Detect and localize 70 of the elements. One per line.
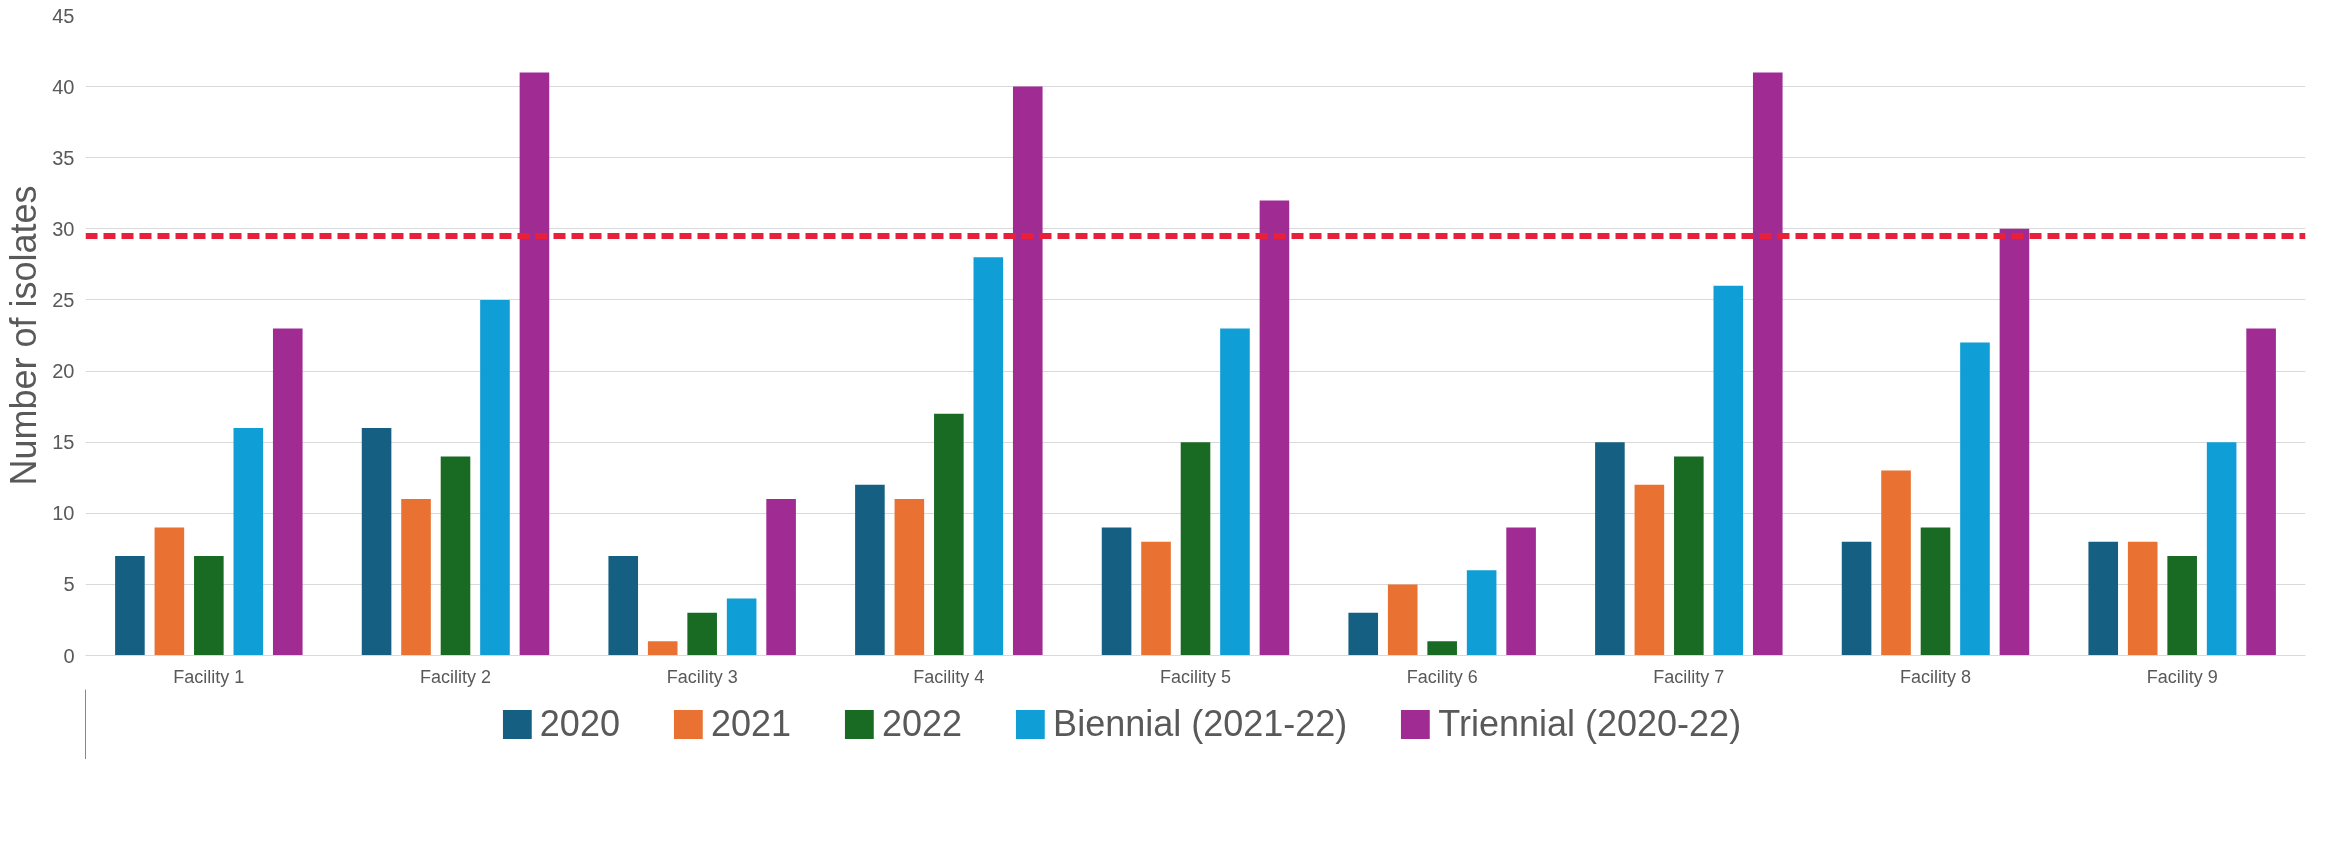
bar [1713, 285, 1744, 656]
legend-label: Triennial (2020-22) [1438, 703, 1742, 745]
legend-label: 2020 [539, 703, 620, 745]
x-tick-label: Facility 2 [419, 666, 492, 687]
legend-label: 2022 [882, 703, 963, 745]
bar [1674, 456, 1704, 656]
bar [1595, 442, 1625, 656]
bar [1634, 484, 1665, 656]
bar [1506, 527, 1536, 656]
x-tick-label: Facility 9 [2146, 666, 2218, 687]
bar [1220, 328, 1250, 656]
x-tick-label: Facility 4 [913, 666, 985, 687]
bar [1012, 86, 1043, 656]
y-tick-label: 5 [63, 573, 75, 596]
bar [115, 555, 145, 656]
bar [361, 427, 392, 656]
bar [1259, 200, 1290, 656]
x-tick-label: Facility 3 [666, 666, 738, 687]
y-tick-label: 20 [52, 360, 75, 383]
legend-label: Biennial (2021-22) [1053, 703, 1348, 745]
x-tick-label: Facility 1 [173, 666, 245, 687]
y-tick-label: 15 [52, 431, 75, 454]
bar [519, 72, 550, 656]
bar [934, 413, 964, 656]
bar [608, 555, 639, 656]
bar [973, 257, 1004, 656]
legend-label: 2021 [710, 703, 792, 745]
y-tick-label: 30 [52, 217, 75, 240]
bar [766, 499, 796, 656]
x-tick-label: Facility 6 [1406, 666, 1478, 687]
x-tick-label: Facility 8 [1899, 666, 1972, 687]
y-tick-label: 35 [52, 146, 75, 169]
bar [2206, 442, 2237, 656]
bar [1180, 442, 1211, 656]
bar [2246, 328, 2276, 656]
y-tick-label: 0 [63, 644, 75, 667]
bar [1841, 541, 1872, 656]
y-tick-label: 25 [52, 288, 75, 311]
y-axis-title: Number of isolates [3, 185, 45, 486]
bar [1387, 584, 1418, 656]
bar [894, 499, 925, 656]
bar [480, 299, 510, 656]
bar [1427, 641, 1457, 656]
bar [2088, 541, 2119, 656]
bar [1348, 612, 1379, 656]
bar [1101, 527, 1132, 656]
x-tick-label: Facility 5 [1159, 666, 1232, 687]
bar [726, 598, 757, 656]
bar [687, 612, 717, 656]
bar [401, 499, 431, 656]
y-tick-label: 10 [52, 502, 75, 525]
bar [1881, 470, 1911, 656]
bar [194, 555, 224, 656]
bar [233, 427, 264, 656]
bar [154, 527, 185, 656]
bar [1752, 72, 1783, 656]
bar [440, 456, 471, 656]
bar [2167, 555, 2197, 656]
bar [647, 641, 678, 656]
y-tick-label: 40 [52, 75, 75, 98]
bar [1141, 541, 1171, 656]
bar [1466, 570, 1497, 656]
x-tick-label: Facility 7 [1653, 666, 1725, 687]
bar [1960, 342, 1990, 656]
bar [1920, 527, 1951, 656]
bar [855, 484, 885, 656]
y-tick-label: 45 [52, 4, 75, 27]
bar [2127, 541, 2158, 656]
bar [272, 328, 303, 656]
bar [1999, 228, 2030, 656]
